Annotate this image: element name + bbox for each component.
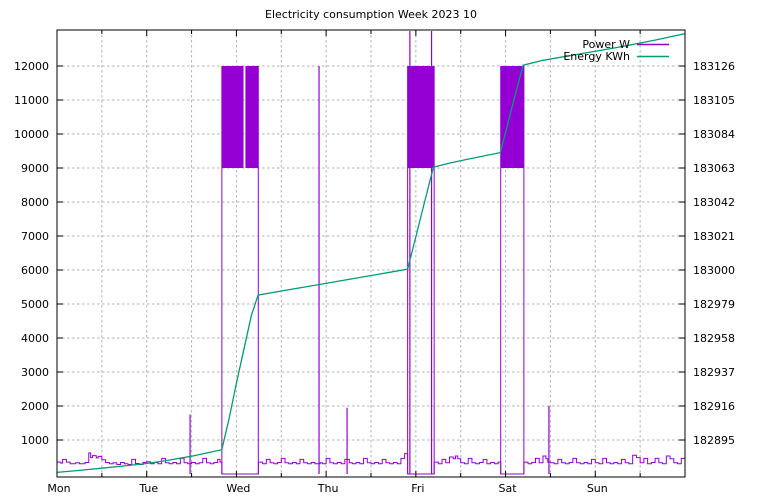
y2-axis-label: 183105	[693, 94, 735, 107]
charge-session-box	[500, 66, 524, 168]
y-axis-label: 8000	[21, 196, 49, 209]
y2-axis-label: 182958	[693, 332, 735, 345]
power-series	[57, 452, 686, 475]
y2-axis-label: 183021	[693, 230, 735, 243]
y2-axis-label: 182895	[693, 434, 735, 447]
x-axis-label: Fri	[411, 482, 424, 495]
y2-axis-label: 183042	[693, 196, 735, 209]
energy-series	[56, 32, 686, 474]
series-layer	[56, 31, 686, 475]
charge-session-box	[245, 66, 259, 168]
legend: Power W Energy KWh	[563, 38, 669, 63]
y-axis-label: 2000	[21, 400, 49, 413]
y-axis-label: 5000	[21, 298, 49, 311]
y2-axis-label: 182916	[693, 400, 735, 413]
y-axis-label: 9000	[21, 162, 49, 175]
x-axis-label: Tue	[138, 482, 158, 495]
y-axis-label: 3000	[21, 366, 49, 379]
y-axis-label: 1000	[21, 434, 49, 447]
axis-labels: 1000 2000 3000 4000 5000 6000 7000 8000 9000 1000…	[14, 60, 735, 495]
x-axis-label: Mon	[47, 482, 70, 495]
grid-lines	[57, 30, 685, 477]
y-axis-label: 10000	[14, 128, 49, 141]
y-axis-label: 4000	[21, 332, 49, 345]
y2-axis-label: 183000	[693, 264, 735, 277]
y-axis-label: 11000	[14, 94, 49, 107]
x-axis-label: Thu	[317, 482, 339, 495]
y2-axis-label: 183063	[693, 162, 735, 175]
charge-session-box	[407, 66, 435, 168]
y2-axis-label: 182979	[693, 298, 735, 311]
plot-frame	[56, 29, 686, 478]
x-axis-label: Wed	[226, 482, 250, 495]
y-axis-label: 6000	[21, 264, 49, 277]
x-axis-label: Sat	[499, 482, 518, 495]
y-axis-label: 12000	[14, 60, 49, 73]
y-axis-label: 7000	[21, 230, 49, 243]
charge-session-box	[221, 66, 244, 168]
legend-label-energy: Energy KWh	[563, 50, 630, 63]
x-axis-label: Sun	[587, 482, 608, 495]
chart-title: Electricity consumption Week 2023 10	[265, 8, 477, 21]
y2-axis-label: 183126	[693, 60, 735, 73]
y2-axis-label: 183084	[693, 128, 735, 141]
legend-label-power: Power W	[582, 38, 630, 51]
y2-axis-label: 182937	[693, 366, 735, 379]
